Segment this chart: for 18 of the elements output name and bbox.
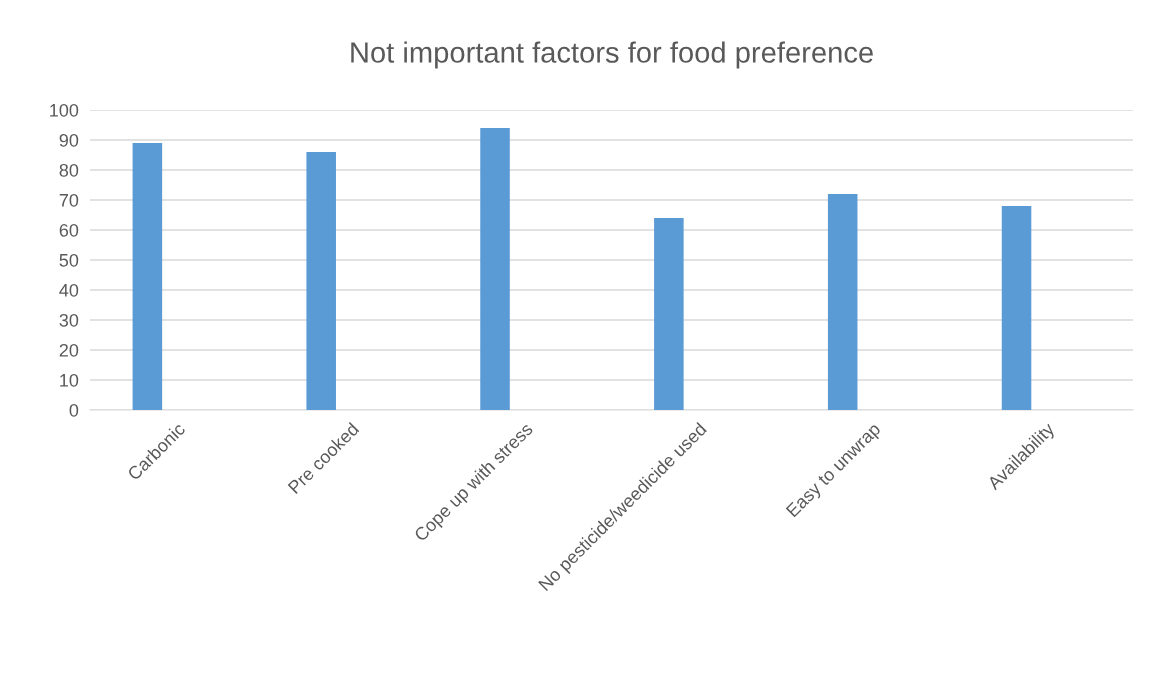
y-tick-label: 100 bbox=[50, 103, 79, 117]
y-tick-label: 80 bbox=[59, 163, 79, 177]
bar bbox=[306, 152, 336, 410]
bar bbox=[1001, 206, 1032, 410]
y-tick-label: 50 bbox=[59, 253, 79, 267]
y-tick-label: 10 bbox=[60, 373, 79, 387]
bar bbox=[654, 218, 684, 410]
y-tick-label: 90 bbox=[59, 133, 79, 147]
bar bbox=[480, 128, 510, 410]
y-tick-label: 60 bbox=[59, 223, 79, 237]
chart-title: Not important factors for food preference bbox=[351, 41, 873, 69]
y-tick-label: 0 bbox=[69, 403, 79, 417]
bar bbox=[827, 194, 858, 410]
y-tick-label: 30 bbox=[59, 313, 79, 327]
y-tick-label: 20 bbox=[59, 343, 79, 357]
y-tick-label: 40 bbox=[59, 283, 79, 297]
bar bbox=[132, 143, 163, 410]
y-tick-label: 70 bbox=[59, 193, 79, 207]
